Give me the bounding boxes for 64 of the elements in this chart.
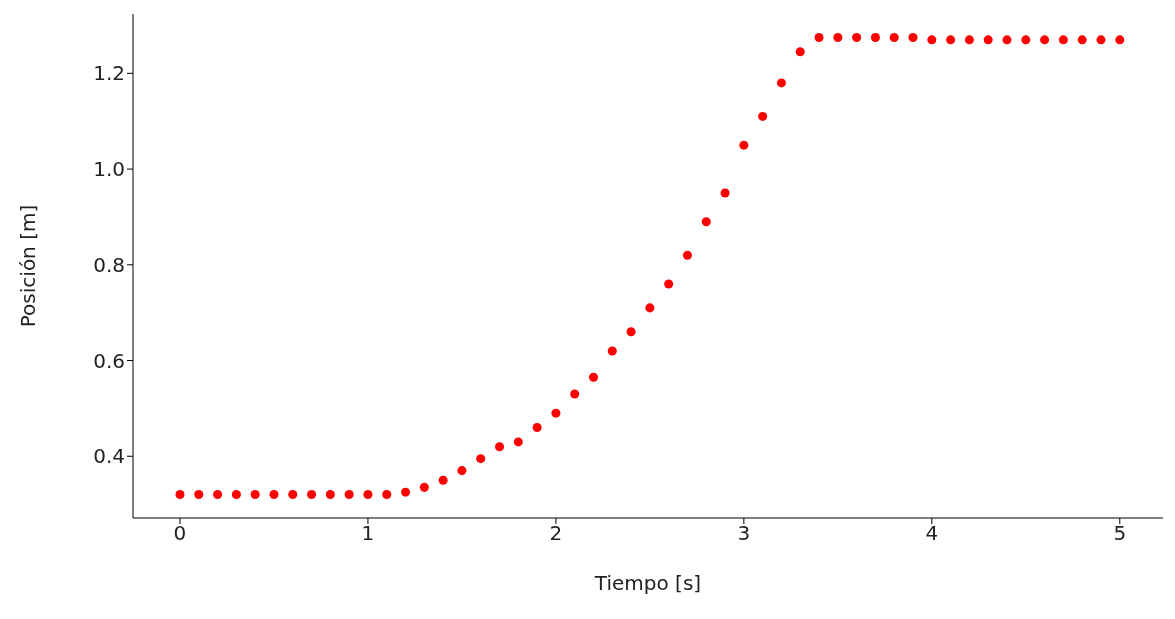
point <box>870 32 880 42</box>
point <box>1115 35 1125 45</box>
point <box>588 372 599 382</box>
point <box>833 32 843 42</box>
point <box>626 327 636 337</box>
point <box>532 423 542 433</box>
point <box>194 490 204 500</box>
point <box>513 437 523 447</box>
point <box>776 78 786 88</box>
y-tick-label: 0.6 <box>93 348 125 373</box>
point <box>288 490 298 500</box>
point <box>1096 35 1106 45</box>
point <box>213 490 223 500</box>
x-tick-label: 3 <box>737 521 751 546</box>
point <box>1021 35 1031 45</box>
point <box>758 111 768 121</box>
point <box>852 32 862 42</box>
point <box>175 490 185 500</box>
point <box>231 490 241 500</box>
y-tick-label: 0.8 <box>93 252 125 277</box>
x-tick-label: 2 <box>549 521 563 546</box>
point <box>495 442 505 452</box>
point <box>1058 35 1068 45</box>
point <box>739 140 749 150</box>
point <box>476 454 486 464</box>
point <box>307 490 317 500</box>
point <box>964 35 974 45</box>
point <box>401 487 411 497</box>
point <box>645 303 655 313</box>
point <box>927 35 937 45</box>
x-tick-label: 1 <box>361 521 375 546</box>
point <box>983 35 993 45</box>
point <box>250 490 260 500</box>
point <box>1077 35 1087 45</box>
point <box>795 47 805 57</box>
point <box>720 188 730 198</box>
point <box>1002 35 1012 45</box>
x-tick-label: 4 <box>925 521 939 546</box>
point <box>269 490 279 500</box>
point <box>325 490 335 500</box>
point <box>344 490 354 500</box>
point <box>1040 35 1050 45</box>
point <box>682 250 692 260</box>
point <box>363 490 373 500</box>
point <box>946 35 956 45</box>
x-tick-label: 0 <box>173 521 187 546</box>
y-axis-title: Posición [m] <box>16 204 41 328</box>
x-tick-label: 5 <box>1113 521 1127 546</box>
y-tick-label: 0.4 <box>93 444 125 469</box>
point <box>814 32 824 42</box>
point <box>551 408 561 418</box>
point <box>664 279 674 289</box>
point <box>419 482 429 492</box>
point <box>908 32 918 42</box>
point <box>607 346 617 356</box>
point <box>382 490 392 500</box>
point <box>570 389 580 399</box>
y-tick-label: 1.0 <box>93 157 125 182</box>
point <box>889 32 899 42</box>
point <box>457 466 467 476</box>
y-tick-label: 1.2 <box>93 61 125 86</box>
x-axis-title: Tiempo [s] <box>593 571 702 595</box>
point <box>438 475 448 485</box>
point <box>701 217 711 227</box>
